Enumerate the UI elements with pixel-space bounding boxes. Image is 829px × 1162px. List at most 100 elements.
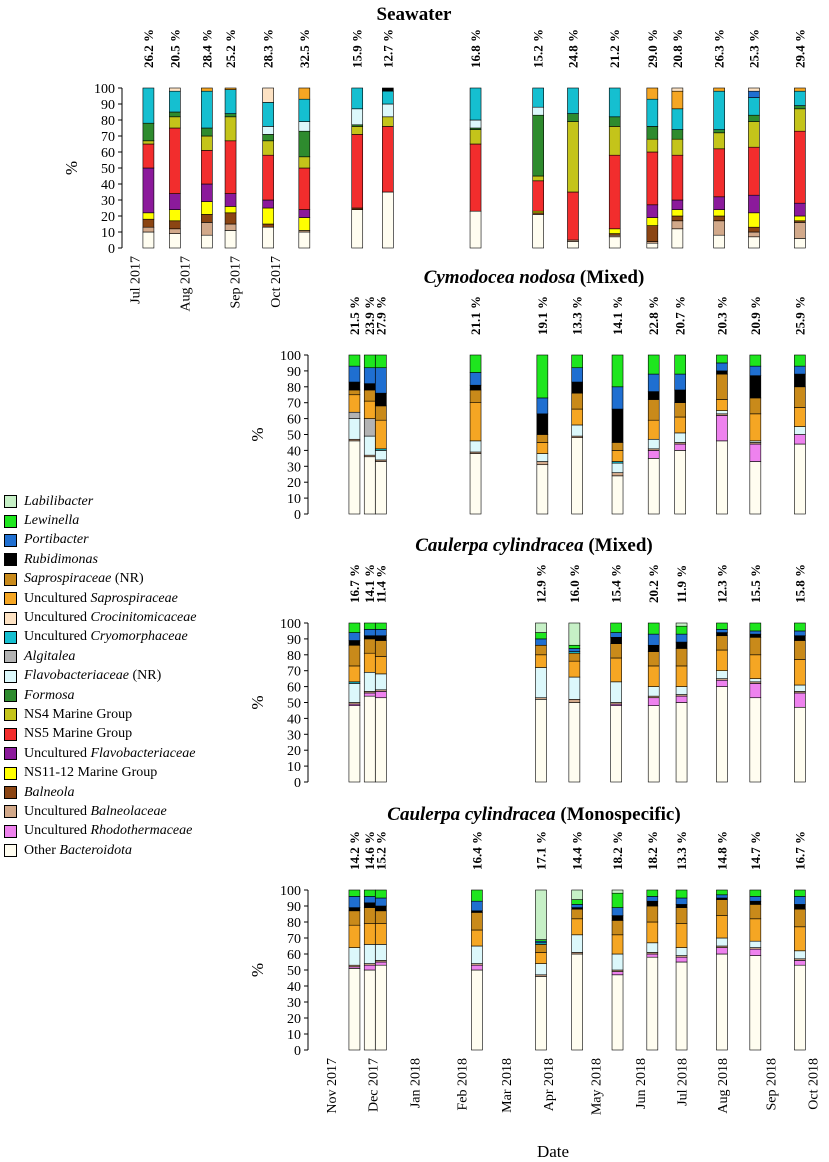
bar-segment-saprospiraceae_nr xyxy=(716,373,728,400)
legend-item-saprospiraceae_nr: Saprospiraceae (NR) xyxy=(4,570,254,589)
bar-segment-rubidimonas xyxy=(348,381,361,391)
date-tick-label: Apr 2018 xyxy=(542,1058,557,1111)
bar-value-label: 24.8 % xyxy=(565,29,580,68)
bar-segment-flavobacteriaceae_nr xyxy=(611,462,624,473)
bar-segment-saprospiraceae_nr xyxy=(363,389,376,402)
bar-segment-unc_rhodothermaceae xyxy=(749,683,762,699)
bar-segment-other_bacteroidota xyxy=(348,440,361,515)
legend-label: Uncultured Balneolaceae xyxy=(24,803,167,819)
bar-segment-portibacter xyxy=(348,896,361,908)
legend-item-unc_crocinitomicaceae: Uncultured Crocinitomicaceae xyxy=(4,608,254,627)
bar-4: 12.9 % xyxy=(533,564,548,783)
bar-segment-unc_rhodothermaceae xyxy=(716,679,728,687)
bar-segment-ns4 xyxy=(567,121,579,193)
bar-segment-saprospiraceae_nr xyxy=(363,638,376,654)
bar-segment-flavobacteriaceae_nr xyxy=(363,944,376,964)
bar-segment-lewinella xyxy=(716,354,728,364)
bar-segment-formosa xyxy=(224,113,237,118)
y-tick-label: 90 xyxy=(101,98,115,113)
legend-label: Uncultured Rhodothermaceae xyxy=(24,823,193,839)
bar-segment-unc_rhodothermaceae xyxy=(674,443,686,451)
bar-segment-unc_rhodothermaceae xyxy=(675,695,688,703)
bar-segment-unc_cryomorphaceae xyxy=(351,87,364,110)
bar-segment-rubidimonas xyxy=(674,389,686,404)
bar-11: 14.7 % xyxy=(748,831,763,1051)
bar-value-label: 15.2 % xyxy=(373,831,388,870)
bar-segment-formosa xyxy=(748,114,760,122)
bar-segment-portibacter xyxy=(363,367,376,384)
bar-segment-lewinella xyxy=(716,889,728,896)
bar-segment-lewinella xyxy=(749,354,762,367)
bar-value-label: 15.8 % xyxy=(792,564,807,603)
bar-11: 20.9 % xyxy=(748,296,763,515)
legend-label: Rubidimonas xyxy=(24,551,98,567)
bar-segment-unc_saprospiraceae xyxy=(348,665,361,683)
bar-segment-other_bacteroidota xyxy=(224,230,237,249)
bar-1: 14.2 % xyxy=(347,831,362,1051)
bar-segment-portibacter xyxy=(568,648,581,652)
bar-10: 14.8 % xyxy=(714,831,729,1051)
bar-segment-saprospiraceae_nr xyxy=(674,402,686,418)
bar-segment-unc_saprospiraceae xyxy=(611,934,624,955)
bar-4: 21.1 % xyxy=(468,296,483,515)
bar-segment-unc_saprospiraceae xyxy=(363,652,376,673)
legend-item-formosa: Formosa xyxy=(4,686,254,705)
bar-segment-other_bacteroidota xyxy=(716,686,728,783)
bar-segment-other_bacteroidota xyxy=(749,697,762,783)
bar-segment-unc_rhodothermaceae xyxy=(363,692,376,697)
bar-segment-other_bacteroidota xyxy=(716,953,728,1051)
bar-segment-unc_saprospiraceae xyxy=(348,394,361,413)
bar-segment-formosa xyxy=(532,114,544,177)
bar-value-label: 18.2 % xyxy=(610,831,625,870)
bar-2: 20.5 % xyxy=(167,29,182,249)
bar-segment-lewinella xyxy=(647,354,660,375)
bar-segment-unc_rhodothermaceae xyxy=(363,964,376,971)
bar-segment-unc_rhodothermaceae xyxy=(611,971,624,976)
bar-segment-ns5 xyxy=(532,180,544,212)
bar-segment-other_bacteroidota xyxy=(471,969,483,1051)
bar-segment-formosa xyxy=(298,130,311,158)
bar-segment-flavobacteriaceae_nr xyxy=(611,953,624,971)
bar-segment-unc_saprospiraceae xyxy=(568,660,581,678)
legend-label: NS5 Marine Group xyxy=(24,726,133,742)
bar-segment-flavobacteriaceae_nr xyxy=(348,947,361,966)
date-tick-label: Sep 2017 xyxy=(229,256,244,309)
x-axis-title: Date xyxy=(537,1142,569,1161)
bar-segment-saprospiraceae_nr xyxy=(348,389,361,396)
bar-segment-other_bacteroidota xyxy=(348,705,361,783)
bar-segment-algitalea xyxy=(348,411,361,419)
bar-segment-ns11_12 xyxy=(794,215,806,222)
bar-segment-unc_saprospiraceae xyxy=(749,413,762,442)
bar-segment-portibacter xyxy=(794,365,806,375)
bar-1: 21.5 % xyxy=(347,296,362,515)
bar-segment-unc_cryomorphaceae xyxy=(608,87,621,118)
bar-segment-unc_flavobacteriaceae xyxy=(169,193,181,210)
bar-segment-balneola xyxy=(713,215,725,222)
bar-segment-lewinella xyxy=(794,622,806,632)
bar-segment-other_bacteroidota xyxy=(536,464,549,515)
legend-item-portibacter: Portibacter xyxy=(4,531,254,550)
bar-segment-other_bacteroidota xyxy=(794,964,806,1051)
bar-segment-rubidimonas xyxy=(749,633,762,638)
bar-segment-ns4 xyxy=(532,175,544,182)
date-tick-label: Dec 2017 xyxy=(367,1058,382,1112)
bar-segment-balneola xyxy=(646,225,659,242)
bar-segment-labilibacter xyxy=(611,889,624,894)
bar-segment-ns11_12 xyxy=(298,217,311,231)
bar-segment-flavobacteriaceae_nr xyxy=(532,106,544,116)
bar-segment-rubidimonas xyxy=(536,413,549,435)
bar-segment-other_bacteroidota xyxy=(363,456,376,515)
legend-label: Uncultured Saprospiraceae xyxy=(24,590,178,606)
bar-segment-other_bacteroidota xyxy=(363,969,376,1051)
bar-segment-flavobacteriaceae_nr xyxy=(716,937,728,947)
bar-segment-ns11_12 xyxy=(608,228,621,234)
bar-value-label: 18.2 % xyxy=(645,831,660,870)
bar-segment-balneola xyxy=(671,215,684,222)
bar-segment-flavobacteriaceae_nr xyxy=(535,667,547,699)
panel-title: Cymodocea nodosa (Mixed) xyxy=(424,267,645,288)
bar-segment-unc_rhodothermaceae xyxy=(646,953,659,958)
bar-segment-unc_saprospiraceae xyxy=(571,408,583,426)
bar-segment-other_bacteroidota xyxy=(713,234,725,249)
bar-segment-lewinella xyxy=(611,892,624,908)
bar-segment-labilibacter xyxy=(535,889,547,940)
